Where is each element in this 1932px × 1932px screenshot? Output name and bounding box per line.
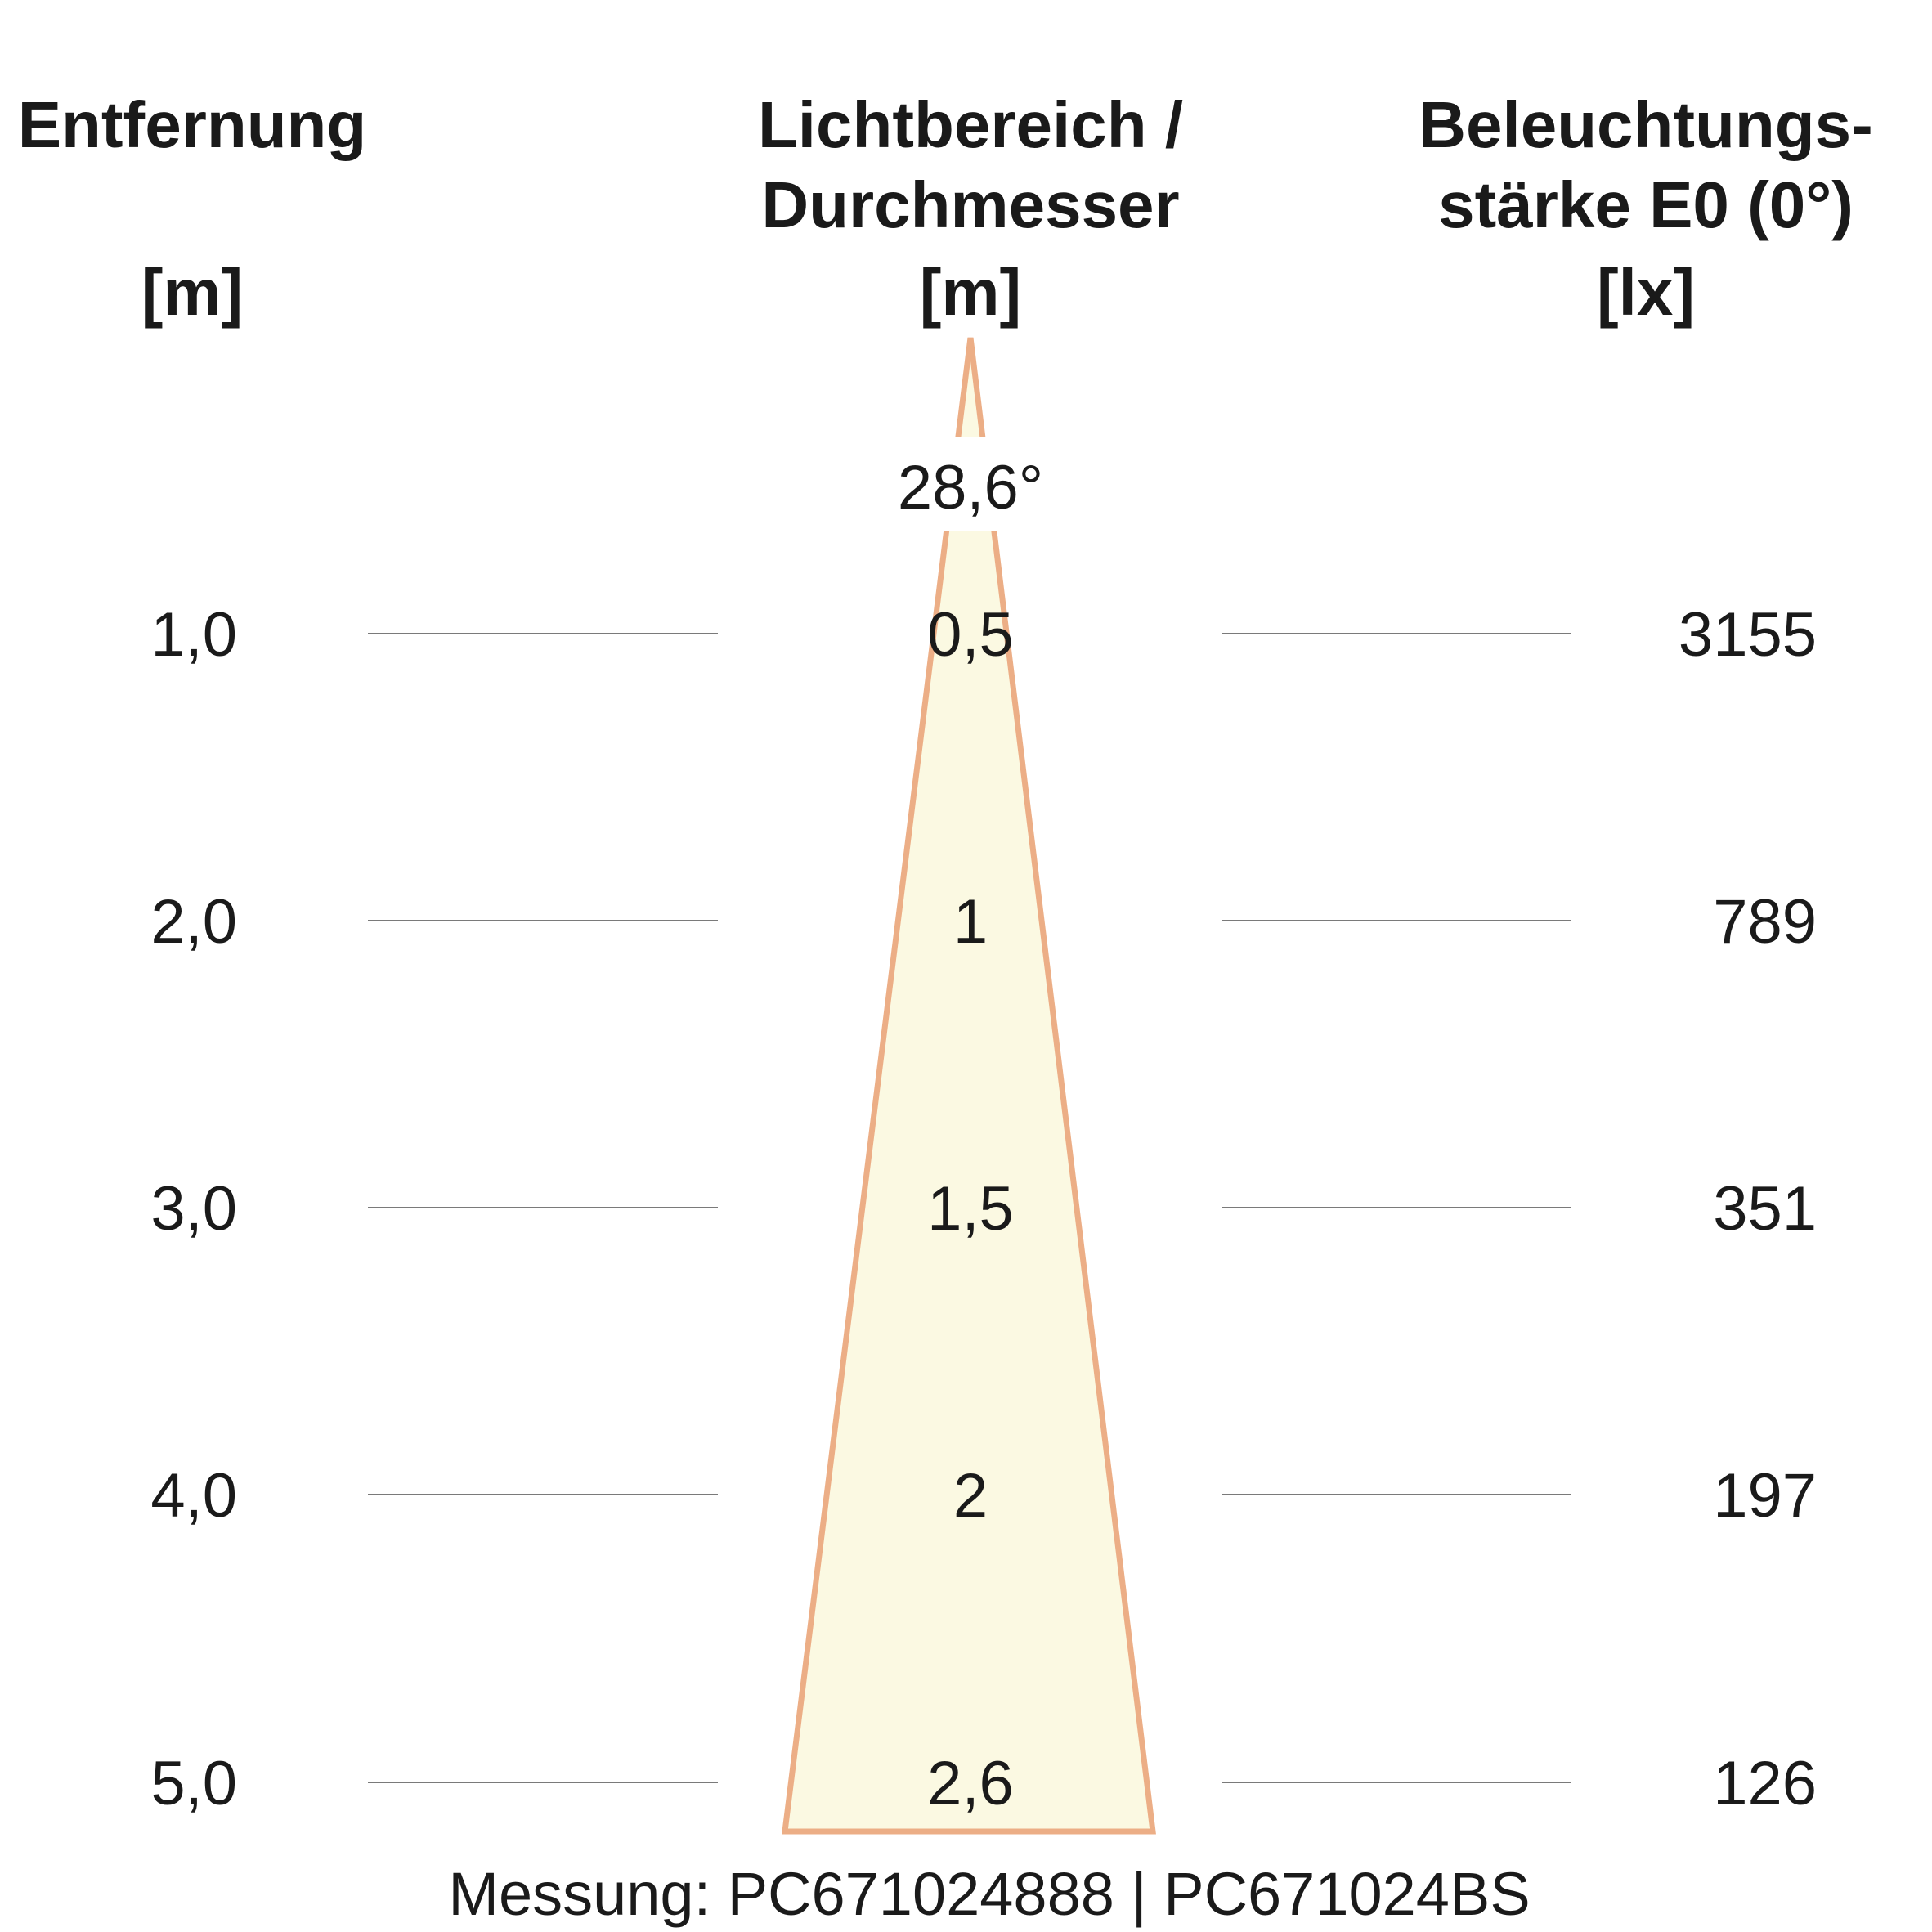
header-illuminance-unit: [lx]	[1597, 256, 1695, 329]
diameter-value: 1	[953, 887, 988, 957]
distance-value: 5,0	[150, 1749, 237, 1818]
illuminance-value: 197	[1713, 1461, 1817, 1531]
header-illuminance-line1: Beleuchtungs-	[1419, 88, 1873, 161]
beam-angle-label: 28,6°	[898, 453, 1043, 522]
header-illuminance-line2: stärke E0 (0°)	[1438, 168, 1854, 241]
header-diameter-line1: Lichtbereich /	[758, 88, 1183, 161]
header-diameter-unit: [m]	[920, 256, 1021, 329]
row-3: 3,0 1,5 351	[150, 1174, 1817, 1244]
distance-value: 1,0	[150, 600, 237, 670]
angle-label-background	[916, 437, 1030, 531]
illuminance-value: 789	[1713, 887, 1817, 957]
diameter-value: 0,5	[927, 600, 1014, 670]
diameter-value: 2	[953, 1461, 988, 1531]
distance-value: 2,0	[150, 887, 237, 957]
diameter-value: 1,5	[927, 1174, 1014, 1244]
row-1: 1,0 0,5 3155	[150, 600, 1817, 670]
row-4: 4,0 2 197	[150, 1461, 1817, 1531]
header-distance-unit: [m]	[141, 256, 243, 329]
header-diameter-line2: Durchmesser	[761, 168, 1179, 241]
row-2: 2,0 1 789	[150, 887, 1817, 957]
distance-value: 4,0	[150, 1461, 237, 1531]
beam-cone	[782, 337, 1156, 1835]
header-diameter: Lichtbereich / Durchmesser [m]	[758, 88, 1183, 329]
distance-value: 3,0	[150, 1174, 237, 1244]
header-distance-title: Entfernung	[18, 88, 367, 161]
illuminance-value: 3155	[1679, 600, 1817, 670]
illuminance-value: 351	[1713, 1174, 1817, 1244]
row-5: 5,0 2,6 126	[150, 1749, 1817, 1818]
illuminance-value: 126	[1713, 1749, 1817, 1818]
header-distance: Entfernung [m]	[18, 88, 367, 329]
header-illuminance: Beleuchtungs- stärke E0 (0°) [lx]	[1419, 88, 1873, 329]
diameter-value: 2,6	[927, 1749, 1014, 1818]
measurement-footer: Messung: PC671024888 | PC671024BS	[448, 1860, 1530, 1928]
